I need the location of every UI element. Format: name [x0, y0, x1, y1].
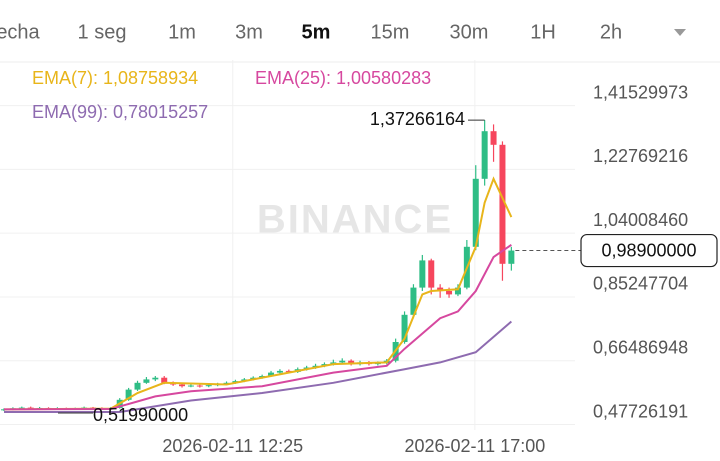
candle-body	[490, 131, 497, 145]
timeframe-tab[interactable]: 15m	[371, 21, 410, 43]
timeframe-tab[interactable]: 1H	[530, 21, 556, 43]
candle-body	[446, 291, 453, 295]
timeframe-tab[interactable]: 1 seg	[78, 21, 127, 43]
candle-body	[205, 385, 212, 387]
x-tick-label: 2026-02-11 17:00	[404, 436, 545, 456]
ema-line	[4, 320, 513, 414]
candle-body	[285, 370, 292, 372]
low-label: 0,51990000	[93, 405, 188, 425]
y-tick-label: 1,22769216	[593, 146, 688, 166]
last-price-label: 0,98900000	[601, 240, 696, 260]
candle-body	[18, 407, 25, 409]
candle-body	[27, 407, 34, 409]
y-tick-label: 0,66486948	[593, 338, 688, 358]
candle-body	[179, 384, 186, 387]
legend-entry: EMA(25): 1,00580283	[255, 68, 431, 88]
high-label: 1,37266164	[370, 109, 465, 129]
candle-body	[125, 389, 132, 400]
y-tick-label: 0,85247704	[593, 274, 688, 294]
candle-body	[437, 287, 444, 292]
candle-body	[152, 377, 159, 380]
y-tick-label: 1,41529973	[593, 82, 688, 102]
candle-body	[1, 409, 8, 411]
x-tick-label: 2026-02-11 12:25	[162, 436, 303, 456]
candle-body	[472, 178, 479, 247]
ema-line	[4, 244, 512, 411]
timeframe-tab[interactable]: 2h	[600, 21, 622, 43]
candle-body	[401, 314, 408, 343]
candle-body	[454, 287, 461, 295]
candle-body	[223, 382, 230, 385]
timeframe-tab[interactable]: 5m	[302, 21, 331, 43]
candle-body	[428, 260, 435, 288]
timeframe-tab[interactable]: 3m	[235, 21, 263, 43]
timeframe-tab[interactable]: echa	[0, 21, 41, 43]
last-price-box	[580, 233, 718, 268]
candle-body	[508, 250, 515, 264]
candle-body	[187, 385, 194, 387]
timeframe-tab[interactable]: 1m	[168, 21, 196, 43]
candle-body	[268, 372, 275, 377]
timeframe-tab[interactable]: 30m	[450, 21, 489, 43]
legend-entry: EMA(7): 1,08758934	[32, 68, 198, 88]
candle-body	[481, 131, 488, 179]
candle-body	[410, 287, 417, 315]
dropdown-arrow[interactable]	[674, 29, 686, 36]
candle-body	[499, 144, 506, 264]
y-tick-label: 1,04008460	[593, 210, 688, 230]
legend-entry: EMA(99): 0,78015257	[32, 102, 208, 122]
candle-body	[161, 377, 168, 383]
watermark: BINANCE	[257, 198, 453, 242]
candle-body	[339, 360, 346, 363]
candle-body	[143, 379, 150, 383]
y-tick-label: 0,47726191	[593, 401, 688, 421]
ema-line	[3, 176, 513, 411]
candle-body	[419, 260, 426, 288]
candle-body	[348, 360, 355, 365]
candle-body	[196, 385, 203, 387]
candle-body	[134, 382, 141, 390]
candle-body	[276, 370, 283, 373]
